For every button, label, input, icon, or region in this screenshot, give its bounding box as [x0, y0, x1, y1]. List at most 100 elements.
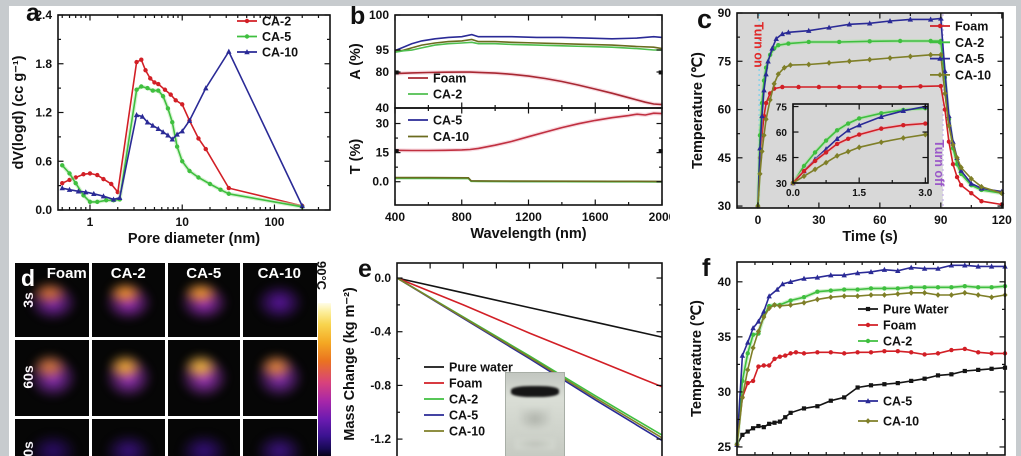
svg-text:Turn off: Turn off [932, 140, 946, 187]
svg-text:0.0: 0.0 [35, 203, 52, 217]
svg-text:80: 80 [376, 65, 390, 79]
svg-text:1: 1 [87, 215, 94, 229]
svg-text:800: 800 [452, 210, 472, 224]
chart-heating-cooling-curves: 0 30 60 90 120 30 45 60 75 90 Time (s) Temperature … [690, 6, 1012, 245]
svg-text:Pore diameter (nm): Pore diameter (nm) [128, 231, 260, 247]
svg-text:Wavelength (nm): Wavelength (nm) [470, 226, 586, 242]
panel-label-c: c [697, 4, 713, 34]
svg-text:45: 45 [718, 151, 732, 165]
thermal-image-cell [21, 273, 85, 332]
svg-text:0.0: 0.0 [374, 271, 391, 285]
svg-text:CA-2: CA-2 [433, 88, 462, 102]
svg-text:95: 95 [376, 43, 390, 57]
chart-e: 0.0 -0.4 -0.8 -1.2 Mass Change (kg m⁻²) Pure … [342, 262, 663, 456]
grid-divider [15, 336, 317, 340]
svg-text:30: 30 [812, 213, 826, 227]
svg-text:1600: 1600 [582, 210, 609, 224]
thermal-image-cell [172, 423, 236, 456]
svg-text:CA-2: CA-2 [449, 393, 478, 407]
svg-text:CA-5: CA-5 [449, 409, 478, 423]
chart-mass-change: 0.0 -0.4 -0.8 -1.2 Mass Change (kg m⁻²) Pure … [342, 262, 663, 456]
svg-text:CA-10: CA-10 [883, 415, 919, 429]
panel-label-f: f [702, 254, 711, 282]
svg-text:100: 100 [264, 215, 284, 229]
floating-sample-in-photo [510, 386, 560, 397]
svg-text:Mass Change (kg m⁻²): Mass Change (kg m⁻²) [342, 287, 358, 441]
svg-text:CA-2: CA-2 [262, 15, 291, 29]
svg-text:CA-2: CA-2 [883, 335, 912, 349]
thermal-image-cell [96, 344, 160, 411]
svg-text:CA-10: CA-10 [955, 68, 991, 82]
svg-text:35: 35 [718, 330, 732, 344]
svg-text:400: 400 [385, 210, 405, 224]
svg-text:1.5: 1.5 [852, 188, 866, 199]
thermal-image-cell [96, 273, 160, 332]
svg-text:A (%): A (%) [348, 43, 364, 80]
svg-text:T (%): T (%) [348, 139, 364, 175]
svg-text:1.8: 1.8 [35, 57, 52, 71]
chart-f: 25 30 35 40 Temperature (℃) Pure Water Foam CA-… [690, 261, 1008, 456]
svg-text:CA-10: CA-10 [262, 46, 298, 60]
colorbar-max-label: 90°C [314, 261, 329, 291]
svg-text:60: 60 [776, 128, 788, 139]
grid-divider [240, 263, 243, 456]
chart-a: 1 10 100 0.0 0.6 1.2 1.8 2.4 Pore diameter (nm) d… [11, 8, 331, 247]
svg-text:CA-5: CA-5 [883, 395, 912, 409]
grid-divider [164, 263, 168, 456]
svg-text:CA-10: CA-10 [433, 130, 469, 144]
svg-text:25: 25 [718, 440, 732, 454]
svg-text:60: 60 [873, 213, 887, 227]
svg-text:10: 10 [176, 215, 190, 229]
svg-text:dV(logd) (cc g⁻¹): dV(logd) (cc g⁻¹) [11, 55, 27, 169]
svg-text:30: 30 [718, 199, 732, 213]
svg-text:120: 120 [992, 213, 1012, 227]
svg-text:0.0: 0.0 [786, 188, 800, 199]
svg-text:-0.8: -0.8 [370, 378, 391, 392]
svg-text:30: 30 [776, 179, 788, 190]
thermal-image-cell [247, 273, 311, 332]
thermal-image-cell [96, 423, 160, 456]
svg-text:Pure water: Pure water [449, 361, 513, 375]
svg-text:CA-2: CA-2 [955, 36, 984, 50]
svg-text:Temperature (℃): Temperature (℃) [690, 52, 706, 169]
svg-text:100: 100 [369, 8, 389, 22]
svg-text:30: 30 [376, 117, 390, 131]
svg-text:-0.4: -0.4 [370, 325, 391, 339]
grid-divider [15, 415, 317, 419]
chart-absorptance-transmittance: 40 80 95 100 A (%) Foam CA-2 400 800 1200 1600 200 0… [348, 8, 670, 242]
svg-text:CA-10: CA-10 [449, 425, 485, 439]
panel-label-a: a [26, 0, 40, 27]
svg-text:CA-5: CA-5 [433, 114, 462, 128]
svg-text:0: 0 [755, 213, 762, 227]
svg-text:1200: 1200 [515, 210, 542, 224]
svg-text:Pure Water: Pure Water [883, 303, 949, 317]
svg-text:40: 40 [376, 101, 390, 115]
svg-text:CA-5: CA-5 [262, 30, 291, 44]
chart-water-temperature: 25 30 35 40 Temperature (℃) Pure Water Foam CA-… [690, 261, 1008, 456]
sample-photo [505, 372, 565, 456]
svg-text:40: 40 [718, 275, 732, 289]
grid-divider [89, 263, 92, 456]
svg-text:75: 75 [776, 103, 788, 114]
svg-text:Foam: Foam [433, 72, 466, 86]
svg-text:2.4: 2.4 [35, 8, 52, 22]
svg-text:90: 90 [718, 6, 732, 20]
thermal-image-grid: dFoamCA-2CA-5CA-103s60s0s [15, 263, 317, 456]
panel-label-b: b [350, 2, 366, 30]
svg-text:1.2: 1.2 [35, 106, 52, 120]
thermal-image-cell [21, 344, 85, 411]
svg-text:60: 60 [718, 103, 732, 117]
svg-text:Foam: Foam [883, 319, 916, 333]
page-edge-left [0, 0, 9, 456]
svg-text:0.0: 0.0 [372, 175, 389, 189]
svg-text:30: 30 [718, 385, 732, 399]
svg-text:90: 90 [934, 213, 948, 227]
svg-text:CA-5: CA-5 [955, 52, 984, 66]
svg-text:Foam: Foam [449, 377, 482, 391]
thermal-image-cell [247, 423, 311, 456]
page-edge-right [1016, 0, 1021, 456]
thermal-image-cell [247, 344, 311, 411]
svg-text:Foam: Foam [955, 20, 988, 34]
